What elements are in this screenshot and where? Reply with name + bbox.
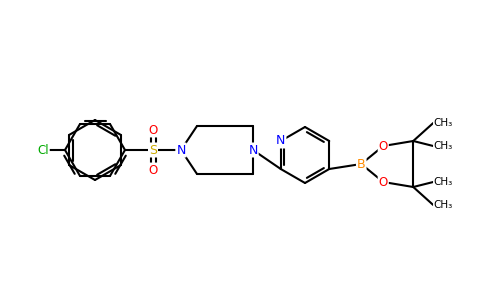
Text: CH₃: CH₃ bbox=[433, 177, 453, 187]
Text: N: N bbox=[248, 143, 257, 157]
Text: CH₃: CH₃ bbox=[433, 200, 453, 210]
Text: O: O bbox=[378, 140, 388, 152]
Text: Cl: Cl bbox=[37, 143, 49, 157]
Text: B: B bbox=[357, 158, 365, 170]
Text: N: N bbox=[176, 143, 186, 157]
Text: CH₃: CH₃ bbox=[433, 118, 453, 128]
Text: CH₃: CH₃ bbox=[433, 141, 453, 151]
Text: S: S bbox=[149, 143, 157, 157]
Text: O: O bbox=[149, 124, 158, 136]
Text: O: O bbox=[378, 176, 388, 188]
Text: O: O bbox=[149, 164, 158, 176]
Text: N: N bbox=[276, 134, 286, 148]
